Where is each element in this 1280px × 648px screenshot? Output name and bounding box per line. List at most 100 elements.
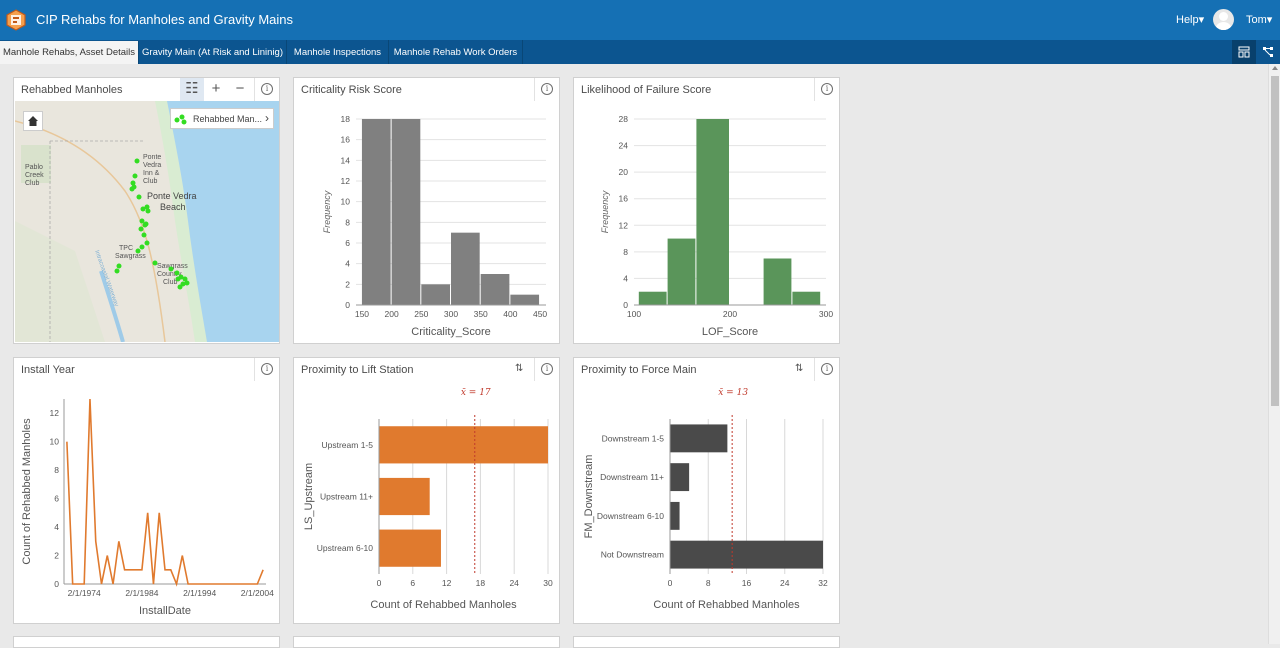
map-panel: Rehabbed Manholes ☷ + − i Pablo Creek Club… [13,77,280,344]
install-year-panel: Install Year i 0 2 4 6 8 10 12 2/1/1974 2/1/1984… [13,357,280,624]
bar [670,424,728,453]
y-tick-label: 4 [345,259,350,269]
y-tick-label: 4 [623,273,628,283]
tab-gravity-main[interactable]: Gravity Main (At Risk and Lininig) [139,40,287,64]
histogram-bar [763,258,792,305]
y-tick-label: 6 [54,494,59,504]
panel-stub [293,636,560,648]
svg-text:Beach: Beach [160,202,186,212]
y-axis-title: FM_Downstream [583,455,595,539]
info-icon[interactable]: i [261,83,273,95]
x-axis-title: Count of Rehabbed Manholes [653,599,800,611]
histogram-bar [391,119,421,305]
lift-station-title: Proximity to Lift Station [301,364,414,376]
x-tick-label: 150 [355,309,369,319]
y-axis-title: Frequency [600,190,610,233]
info-icon[interactable]: i [541,363,553,375]
layout-icon[interactable] [1232,40,1256,64]
tab-bar: Manhole Rehabs, Asset Details Gravity Ma… [0,40,1280,64]
lof-chart[interactable]: 0 4 8 12 16 20 24 28 100 200 300 LOF_Score Frequency [574,101,839,343]
x-tick-label: 18 [476,578,486,588]
category-label: Upstream 1-5 [322,440,374,450]
y-tick-label: 20 [619,167,629,177]
bar [379,477,430,516]
info-icon[interactable]: i [261,363,273,375]
svg-text:Pablo: Pablo [25,164,43,171]
x-tick-label: 400 [503,309,517,319]
y-tick-label: 6 [345,238,350,248]
tab-manhole-work-orders[interactable]: Manhole Rehab Work Orders [389,40,523,64]
home-button[interactable] [23,111,43,131]
lift-station-panel: Proximity to Lift Station ⇅ i 0 6 12 18 24 30… [293,357,560,624]
x-tick-label: 2/1/2004 [241,588,274,598]
info-icon[interactable]: i [541,83,553,95]
svg-text:Club: Club [163,279,178,286]
x-tick-label: 24 [780,578,790,588]
map-legend[interactable]: Rehabbed Man... › [170,108,274,129]
category-label: Upstream 6-10 [317,543,373,553]
zoom-in-icon[interactable]: + [211,80,221,97]
y-axis-title: LS_Upstream [303,463,315,530]
bar [670,540,823,569]
category-label: Downstream 1-5 [602,433,665,443]
y-tick-label: 18 [341,114,351,124]
svg-text:Club: Club [25,180,40,187]
x-tick-label: 100 [627,309,641,319]
tab-manhole-inspections[interactable]: Manhole Inspections [287,40,389,64]
y-axis-title: Frequency [322,190,332,233]
legend-toggle-icon[interactable]: ☷ [180,78,204,101]
install-year-chart[interactable]: 0 2 4 6 8 10 12 2/1/1974 2/1/1984 2/1/1994 2/1/200… [14,381,279,623]
panel-stub [573,636,840,648]
x-tick-label: 300 [819,309,833,319]
user-menu[interactable]: Tom▾ [1246,14,1273,26]
histogram-bar [510,294,540,305]
category-label: Downstream 6-10 [597,511,664,521]
y-tick-label: 8 [345,217,350,227]
avatar[interactable] [1213,9,1234,30]
x-tick-label: 12 [442,578,452,588]
scrollbar[interactable] [1268,64,1280,644]
x-axis-title: InstallDate [139,605,191,617]
y-tick-label: 14 [341,155,351,165]
y-tick-label: 12 [619,220,629,230]
chevron-right-icon: › [265,111,269,125]
panel-stub [13,636,280,648]
map-view[interactable]: Pablo Creek Club Ponte Vedra Inn & Club Ponte… [15,101,279,342]
x-tick-label: 2/1/1984 [125,588,158,598]
histogram-bar [638,291,667,305]
x-tick-label: 200 [723,309,737,319]
help-menu[interactable]: Help▾ [1176,14,1205,26]
y-tick-label: 24 [619,141,629,151]
sort-icon[interactable]: ⇅ [515,363,524,374]
x-tick-label: 8 [706,578,711,588]
x-axis-title: Criticality_Score [411,326,490,338]
x-axis-title: Count of Rehabbed Manholes [370,599,517,611]
category-label: Downstream 11+ [600,472,664,482]
lift-station-chart[interactable]: 0 6 12 18 24 30 Upstream 1-5 Upstream 11+ Upstre… [294,381,559,623]
info-icon[interactable]: i [821,363,833,375]
force-main-chart[interactable]: 0 8 16 24 32 Downstream 1-5 Downstream 11+ Down… [574,381,839,623]
home-icon [28,116,38,126]
x-tick-label: 6 [410,578,415,588]
y-tick-label: 2 [345,279,350,289]
criticality-chart[interactable]: 0 2 4 6 8 10 12 14 16 18 150 200 250 300 350 400 450 Crit… [294,101,559,343]
svg-text:Country: Country [157,271,182,278]
mean-label: x̄ = 13 [718,388,748,398]
histogram-bar [361,119,391,305]
app-logo-icon [6,9,26,31]
zoom-out-icon[interactable]: − [235,80,245,97]
legend-label: Rehabbed Man... [193,114,263,124]
histogram-bar [451,232,480,305]
x-tick-label: 300 [444,309,458,319]
criticality-title: Criticality Risk Score [301,84,402,96]
svg-text:Ponte: Ponte [143,154,161,161]
tab-manhole-rehabs[interactable]: Manhole Rehabs, Asset Details [0,41,139,64]
svg-text:Sawgrass: Sawgrass [157,263,188,270]
info-icon[interactable]: i [821,83,833,95]
x-tick-label: 16 [742,578,752,588]
x-tick-label: 450 [533,309,547,319]
histogram-bar [696,119,729,305]
share-network-icon[interactable] [1256,40,1280,64]
x-tick-label: 32 [818,578,828,588]
sort-icon[interactable]: ⇅ [795,363,804,374]
